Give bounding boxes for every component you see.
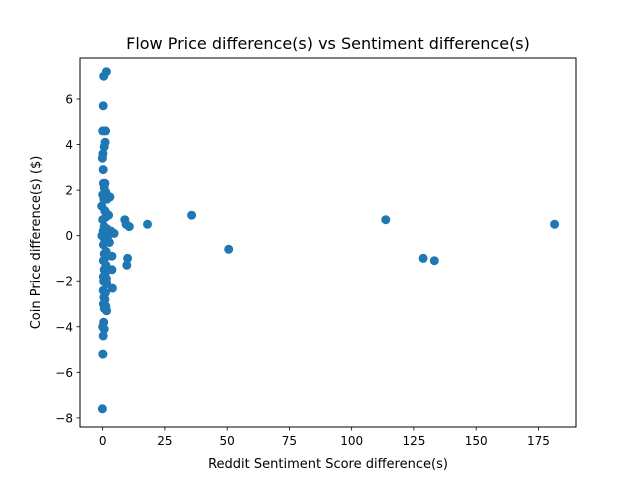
x-axis-label: Reddit Sentiment Score difference(s) bbox=[208, 457, 448, 472]
data-point bbox=[98, 331, 108, 341]
data-point bbox=[102, 194, 112, 204]
data-point bbox=[107, 283, 117, 293]
data-point bbox=[124, 222, 134, 232]
y-tick-label: 0 bbox=[65, 229, 73, 243]
y-tick-label: 4 bbox=[65, 138, 73, 152]
x-tick-label: 25 bbox=[157, 434, 172, 448]
y-tick-label: −6 bbox=[55, 366, 73, 380]
y-tick-label: 2 bbox=[65, 184, 73, 198]
data-point bbox=[98, 215, 108, 225]
data-point bbox=[98, 165, 108, 175]
data-point bbox=[224, 244, 234, 254]
data-point bbox=[98, 349, 108, 359]
data-point bbox=[107, 265, 117, 275]
y-tick-label: −4 bbox=[55, 320, 73, 334]
y-axis-label: Coin Price difference(s) ($) bbox=[29, 156, 44, 330]
data-point bbox=[550, 219, 560, 229]
data-point bbox=[98, 126, 108, 136]
data-point bbox=[98, 101, 108, 111]
x-tick-label: 125 bbox=[402, 434, 425, 448]
data-point bbox=[97, 404, 107, 414]
data-point bbox=[143, 219, 152, 229]
data-point bbox=[98, 240, 108, 250]
x-tick-label: 150 bbox=[465, 434, 488, 448]
data-point bbox=[99, 142, 109, 152]
x-tick-label: 0 bbox=[99, 434, 107, 448]
data-point bbox=[429, 256, 439, 266]
x-axis-ticks: 0 25 50 75 100 125 150 175 bbox=[99, 427, 550, 448]
y-tick-label: −8 bbox=[55, 411, 73, 425]
data-point bbox=[122, 260, 132, 270]
y-tick-label: 6 bbox=[65, 93, 73, 107]
x-tick-label: 100 bbox=[340, 434, 363, 448]
data-point bbox=[99, 324, 109, 334]
data-point bbox=[99, 71, 109, 81]
data-point bbox=[381, 215, 391, 225]
data-point bbox=[418, 253, 428, 263]
data-point bbox=[187, 210, 197, 220]
data-points bbox=[97, 67, 560, 414]
data-point bbox=[109, 228, 119, 238]
data-point bbox=[102, 306, 112, 316]
y-axis-ticks: −8 −6 −4 −2 0 2 4 6 bbox=[55, 93, 80, 425]
x-tick-label: 75 bbox=[282, 434, 297, 448]
x-tick-label: 175 bbox=[527, 434, 550, 448]
y-tick-label: −2 bbox=[55, 275, 73, 289]
plot-area bbox=[79, 57, 577, 428]
x-tick-label: 50 bbox=[220, 434, 235, 448]
data-point bbox=[123, 253, 133, 263]
data-point bbox=[97, 153, 107, 163]
chart-title: Flow Price difference(s) vs Sentiment di… bbox=[126, 34, 530, 53]
